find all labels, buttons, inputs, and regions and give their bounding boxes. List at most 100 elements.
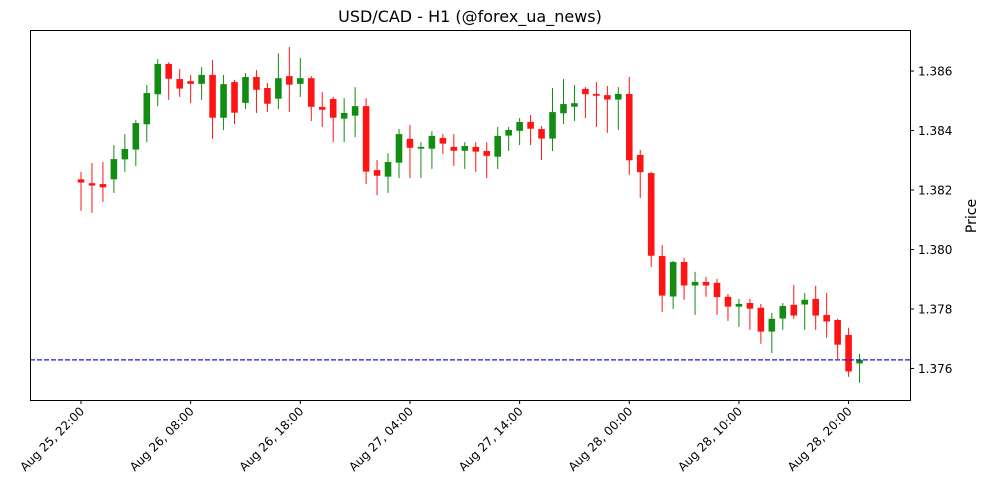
candle-body [88,183,96,186]
x-tick-label: Aug 25, 22:00 [17,404,87,474]
candle-body [340,112,348,119]
candle-up [505,126,512,152]
candle-body [494,135,501,157]
candle-body [187,81,194,84]
candle-up [571,85,578,122]
candle-body [351,106,359,116]
candle-body [516,121,523,131]
candle-body [790,304,798,316]
candle-up [428,131,436,169]
candle-down [406,124,414,179]
candle-body [198,74,205,84]
y-tick-label: 1.378 [918,302,952,316]
candle-down [702,276,710,297]
x-tick-label: Aug 27, 04:00 [346,404,416,474]
candle-body [845,334,852,372]
candle-body [121,148,129,160]
candle-body [318,107,326,110]
candle-down [658,245,666,312]
candle-up [121,134,129,172]
candle-body [439,137,447,144]
candle-body [702,281,710,286]
candle-down [253,70,260,113]
candle-body [264,87,271,104]
candle-body [450,146,458,151]
candle-down [845,327,852,377]
y-tick-label: 1.376 [918,362,952,376]
candle-body [527,121,534,129]
chart-title: USD/CAD - H1 (@forex_ua_news) [338,7,602,27]
candle-body [801,299,809,305]
candle-up [779,303,787,330]
candle-body [571,103,578,107]
candle-body [647,173,655,256]
candle-body [362,106,370,172]
candle-body [834,319,841,345]
candle-down [823,292,830,338]
candle-up [220,74,227,130]
candle-down [329,96,337,143]
candle-up [494,126,501,169]
x-tick-label: Aug 28, 00:00 [566,404,636,474]
candle-down [439,134,447,155]
candle-down [834,318,841,359]
candle-body [538,129,545,139]
candle-body [220,84,227,118]
y-axis-label: Price [964,199,980,233]
candle-body [132,123,140,150]
candle-body [417,146,425,149]
candle-body [297,78,304,84]
candle-up [615,87,622,130]
candle-down [746,298,754,330]
candle-down [625,76,633,175]
candle-body [636,154,644,173]
candle-body [384,162,392,177]
x-tick-label: Aug 28, 20:00 [785,404,855,474]
x-tick-label: Aug 28, 10:00 [675,404,745,474]
candle-body [779,306,787,319]
candle-up [801,292,809,330]
candle-down [286,46,293,113]
candle-body [176,79,183,89]
candle-down [88,162,96,213]
candle-up [560,79,567,124]
candle-body [615,93,622,100]
x-axis: Aug 25, 22:00 Aug 26, 08:00 Aug 26, 18:00 A… [17,400,855,474]
y-tick-label: 1.382 [918,184,952,198]
candle-body [77,179,85,183]
candle-body [505,129,512,136]
candle-down [209,60,216,139]
candle-body [768,318,776,332]
candle-down [450,134,458,166]
candle-down [231,79,238,124]
candle-up [340,98,348,143]
x-tick-label: Aug 26, 18:00 [237,404,307,474]
candle-body [680,261,688,286]
y-tick-label: 1.386 [918,65,952,79]
candle-up [198,67,205,100]
candle-body [823,314,830,322]
candle-body [275,78,282,99]
candle-body [373,170,381,176]
candle-body [209,74,216,118]
candle-up [143,85,151,143]
candle-body [165,63,173,79]
candle-up [461,142,469,169]
candle-down [165,62,173,100]
candle-body [406,138,414,148]
candle-down [483,142,491,179]
candle-body [307,78,315,107]
candle-down [362,98,370,185]
candle-down [527,115,534,146]
candle-up [384,153,392,193]
candle-body [757,307,765,332]
plot-frame [30,30,911,401]
candle-up [516,118,523,146]
candle-body [582,88,589,95]
candle-down [187,74,194,104]
candle-body [242,76,249,103]
candle-down [680,257,688,300]
candle-down [636,149,644,199]
candle-up [132,120,140,166]
y-tick-label: 1.384 [918,124,952,138]
